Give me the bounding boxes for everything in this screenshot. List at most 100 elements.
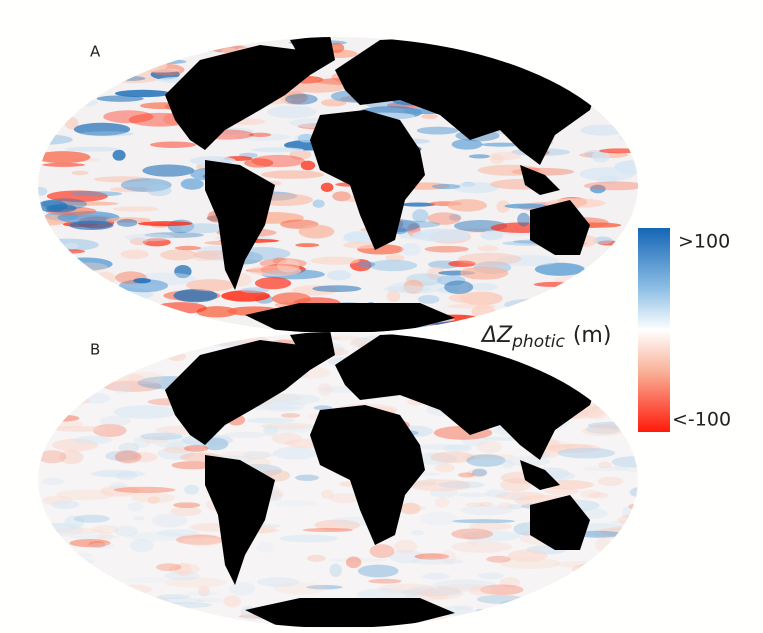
- ocean-patch: [127, 502, 144, 512]
- ocean-patch: [42, 74, 99, 88]
- ocean-patch: [580, 124, 625, 136]
- ocean-patch: [74, 435, 113, 445]
- ocean-patch: [302, 527, 353, 533]
- ocean-patch: [148, 59, 187, 65]
- ocean-patch: [517, 212, 530, 227]
- ocean-patch: [414, 553, 450, 560]
- ocean-patch: [310, 256, 360, 265]
- ocean-patch: [38, 276, 62, 290]
- ocean-patch: [102, 380, 162, 392]
- ocean-patch: [186, 279, 236, 292]
- map-b: [38, 332, 638, 628]
- ocean-patch: [157, 447, 194, 460]
- ocean-patch: [421, 114, 438, 120]
- ocean-patch: [431, 617, 465, 628]
- ocean-patch: [422, 587, 464, 600]
- ocean-patch: [457, 492, 491, 498]
- ocean-patch: [82, 615, 124, 624]
- ocean-patch: [579, 167, 635, 182]
- ocean-patch: [432, 579, 496, 590]
- ocean-patch: [73, 122, 131, 136]
- ocean-patch: [140, 432, 183, 441]
- ocean-patch: [548, 358, 567, 363]
- ocean-patch: [91, 525, 119, 534]
- ocean-patch: [478, 502, 494, 507]
- ocean-patch: [112, 206, 159, 212]
- ocean-patch: [504, 203, 548, 209]
- ocean-patch: [39, 563, 76, 575]
- ocean-patch: [38, 151, 91, 164]
- ocean-patch: [500, 478, 532, 492]
- ocean-patch: [120, 249, 149, 259]
- colorbar-max-label: >100: [678, 231, 730, 253]
- ocean-patch: [189, 250, 218, 262]
- ocean-patch: [228, 582, 255, 596]
- ocean-patch: [606, 110, 638, 116]
- ocean-patch: [289, 149, 312, 160]
- ocean-patch: [51, 499, 80, 510]
- ocean-patch: [42, 495, 73, 506]
- ocean-patch: [52, 258, 81, 267]
- ocean-patch: [167, 351, 187, 362]
- ocean-patch: [251, 154, 306, 168]
- ocean-patch: [41, 556, 95, 566]
- ocean-patch: [246, 417, 296, 424]
- ocean-patch: [93, 469, 136, 477]
- ocean-patch: [345, 556, 362, 569]
- ocean-patch: [563, 309, 599, 320]
- ocean-patch: [534, 262, 585, 276]
- ocean-patch: [356, 588, 417, 601]
- ocean-patch: [137, 221, 193, 227]
- ocean-patch: [314, 519, 361, 531]
- ocean-patch: [48, 267, 90, 274]
- ocean-patch: [38, 248, 86, 255]
- ocean-patch: [625, 538, 638, 547]
- ocean-patch: [460, 266, 509, 280]
- ocean-patch: [185, 591, 219, 596]
- ocean-patch: [446, 303, 497, 309]
- ocean-patch: [400, 202, 436, 207]
- ocean-patch: [448, 213, 462, 221]
- ocean-patch: [38, 580, 74, 594]
- ocean-patch: [163, 571, 200, 581]
- ocean-patch: [424, 245, 469, 253]
- ocean-patch: [38, 568, 74, 573]
- ocean-patch: [151, 435, 186, 448]
- ocean-patch: [46, 397, 91, 405]
- ocean-patch: [287, 93, 306, 99]
- ocean-patch: [38, 200, 68, 213]
- ocean-patch: [480, 230, 504, 241]
- ocean-patch: [109, 59, 168, 72]
- ocean-patch: [254, 277, 292, 290]
- ocean-patch: [59, 450, 84, 465]
- ocean-patch: [64, 515, 85, 529]
- ocean-patch: [223, 431, 267, 438]
- ocean-patch: [329, 493, 362, 504]
- ocean-patch: [38, 277, 88, 292]
- ocean-patch: [38, 275, 56, 280]
- ocean-patch: [133, 277, 151, 284]
- ocean-patch: [342, 241, 382, 249]
- ocean-patch: [99, 486, 142, 498]
- ocean-patch: [590, 184, 606, 194]
- ocean-patch: [466, 469, 487, 478]
- ocean-patch: [251, 147, 304, 153]
- ocean-patch: [492, 46, 511, 53]
- ocean-patch: [460, 433, 488, 447]
- ocean-patch: [401, 588, 462, 596]
- ocean-patch: [626, 65, 638, 77]
- ocean-patch: [114, 450, 142, 464]
- ocean-patch: [557, 447, 616, 459]
- ocean-patch: [357, 261, 376, 268]
- ocean-patch: [162, 446, 192, 454]
- symbol: ΔZ: [480, 323, 513, 348]
- ocean-patch: [272, 292, 311, 306]
- ocean-patch: [477, 245, 499, 252]
- ocean-patch: [579, 489, 602, 499]
- ocean-patch: [369, 544, 395, 558]
- ocean-patch: [393, 539, 417, 554]
- ocean-patch: [607, 380, 620, 391]
- ocean-patch: [598, 148, 638, 154]
- ocean-patch: [629, 487, 638, 498]
- ocean-patch: [399, 502, 421, 515]
